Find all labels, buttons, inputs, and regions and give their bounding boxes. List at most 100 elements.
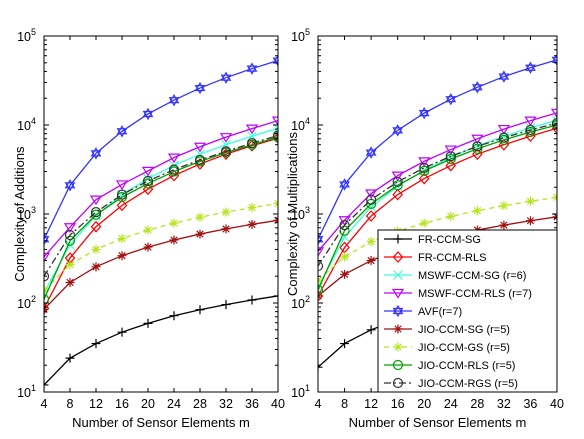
y-tick-label: 104 [17,116,36,133]
y-tick-exponent: 2 [305,294,310,304]
data-point [418,172,430,185]
legend-label: JIO-CCM-RLS (r=5) [418,360,515,372]
data-point [64,229,76,241]
data-point [550,108,557,119]
data-point [246,138,258,149]
data-point [141,166,155,177]
data-point [143,242,153,252]
data-point [419,162,430,173]
data-point [116,189,128,200]
legend-label: JIO-CCM-GS (r=5) [418,342,510,354]
data-point [318,260,324,272]
legend-label: AVF(r=7) [418,306,462,318]
data-point [419,218,429,228]
left-plot: 4 8 12 16 20 24 28 32 36 40101102103104105Number … [12,27,285,430]
y-tick-base: 10 [17,30,31,44]
y-tick-label: 103 [17,205,36,222]
x-tick-label: 4 [315,397,322,411]
legend-marker [393,324,403,334]
data-point [524,116,537,127]
data-point [44,380,49,390]
data-point [366,237,376,247]
legend-entry: JIO-CCM-SG (r=5) [384,324,510,336]
series-mswf-ccm-sg-r-6 [44,123,278,298]
x-tick-label: 8 [67,397,74,411]
data-point [90,207,102,218]
data-point [221,300,231,310]
data-point [445,159,457,172]
data-point [340,252,350,262]
data-point [498,132,509,143]
x-axis-label: Number of Sensor Elements m [72,415,250,430]
data-point [499,220,509,230]
data-point [497,124,510,135]
data-point [221,207,231,217]
data-point [44,271,50,282]
data-point [471,81,483,94]
legend-entry: FR-CCM-RLS [384,251,486,264]
data-point [194,81,206,95]
x-tick-label: 40 [271,397,285,411]
series-group [44,54,278,390]
data-point [525,130,536,143]
y-tick-base: 10 [291,297,305,311]
data-point [365,146,377,159]
series-line [318,59,557,240]
y-tick-label: 105 [291,27,310,44]
y-tick-base: 10 [17,208,31,222]
data-point [340,339,350,349]
data-point [525,196,535,206]
series-jio-ccm-rgs-r-5 [318,118,557,272]
data-point [220,71,232,84]
axes-box [43,35,279,393]
y-tick-label: 102 [17,294,36,311]
data-point [64,235,76,246]
y-tick-exponent: 2 [31,294,36,304]
legend-label: MSWF-CCM-SG (r=6) [418,270,526,282]
x-tick-label: 36 [523,397,537,411]
data-point [116,125,128,138]
series-mswf-ccm-sg-r-6 [318,115,557,293]
data-point [418,157,431,168]
data-point [472,143,483,154]
data-point [271,116,278,127]
y-axis-label: Complexity of Multiplications [285,132,300,297]
y-tick-base: 10 [291,119,305,133]
legend-entry: AVF(r=7) [384,304,462,318]
data-point [195,149,205,160]
legend-entry: MSWF-CCM-SG (r=6) [384,270,526,282]
data-point [90,209,102,220]
data-point [117,327,127,337]
x-tick-label: 4 [41,397,48,411]
data-point [472,141,483,152]
y-tick-exponent: 3 [305,205,310,215]
series-line [44,127,278,294]
data-point [195,229,205,239]
legend-label: MSWF-CCM-RLS (r=7) [418,288,532,300]
legend-entry: JIO-CCM-RGS (r=5) [384,377,518,390]
x-axis-label: Number of Sensor Elements m [349,415,527,430]
y-tick-exponent: 5 [305,27,310,37]
y-tick-exponent: 5 [31,27,36,37]
data-point [143,225,153,235]
series-line [318,112,557,252]
y-tick-base: 10 [291,208,305,222]
series-group [318,53,557,372]
legend-entry: JIO-CCM-GS (r=5) [384,342,510,354]
x-tick-label: 16 [115,397,129,411]
data-point [63,223,77,233]
x-tick-label: 28 [193,397,207,411]
y-tick-label: 103 [291,205,310,222]
data-point [499,201,509,211]
y-tick-label: 101 [291,383,310,400]
data-point [167,153,181,164]
data-point [273,291,278,301]
legend-marker [392,251,404,263]
series-fr-ccm-sg [44,291,278,390]
data-point [365,189,378,200]
series-line [318,119,557,288]
series-jio-ccm-gs-r-5 [44,199,278,295]
y-axis-label: Complexity of Additions [12,146,27,282]
data-point [219,133,233,143]
data-point [339,178,350,191]
